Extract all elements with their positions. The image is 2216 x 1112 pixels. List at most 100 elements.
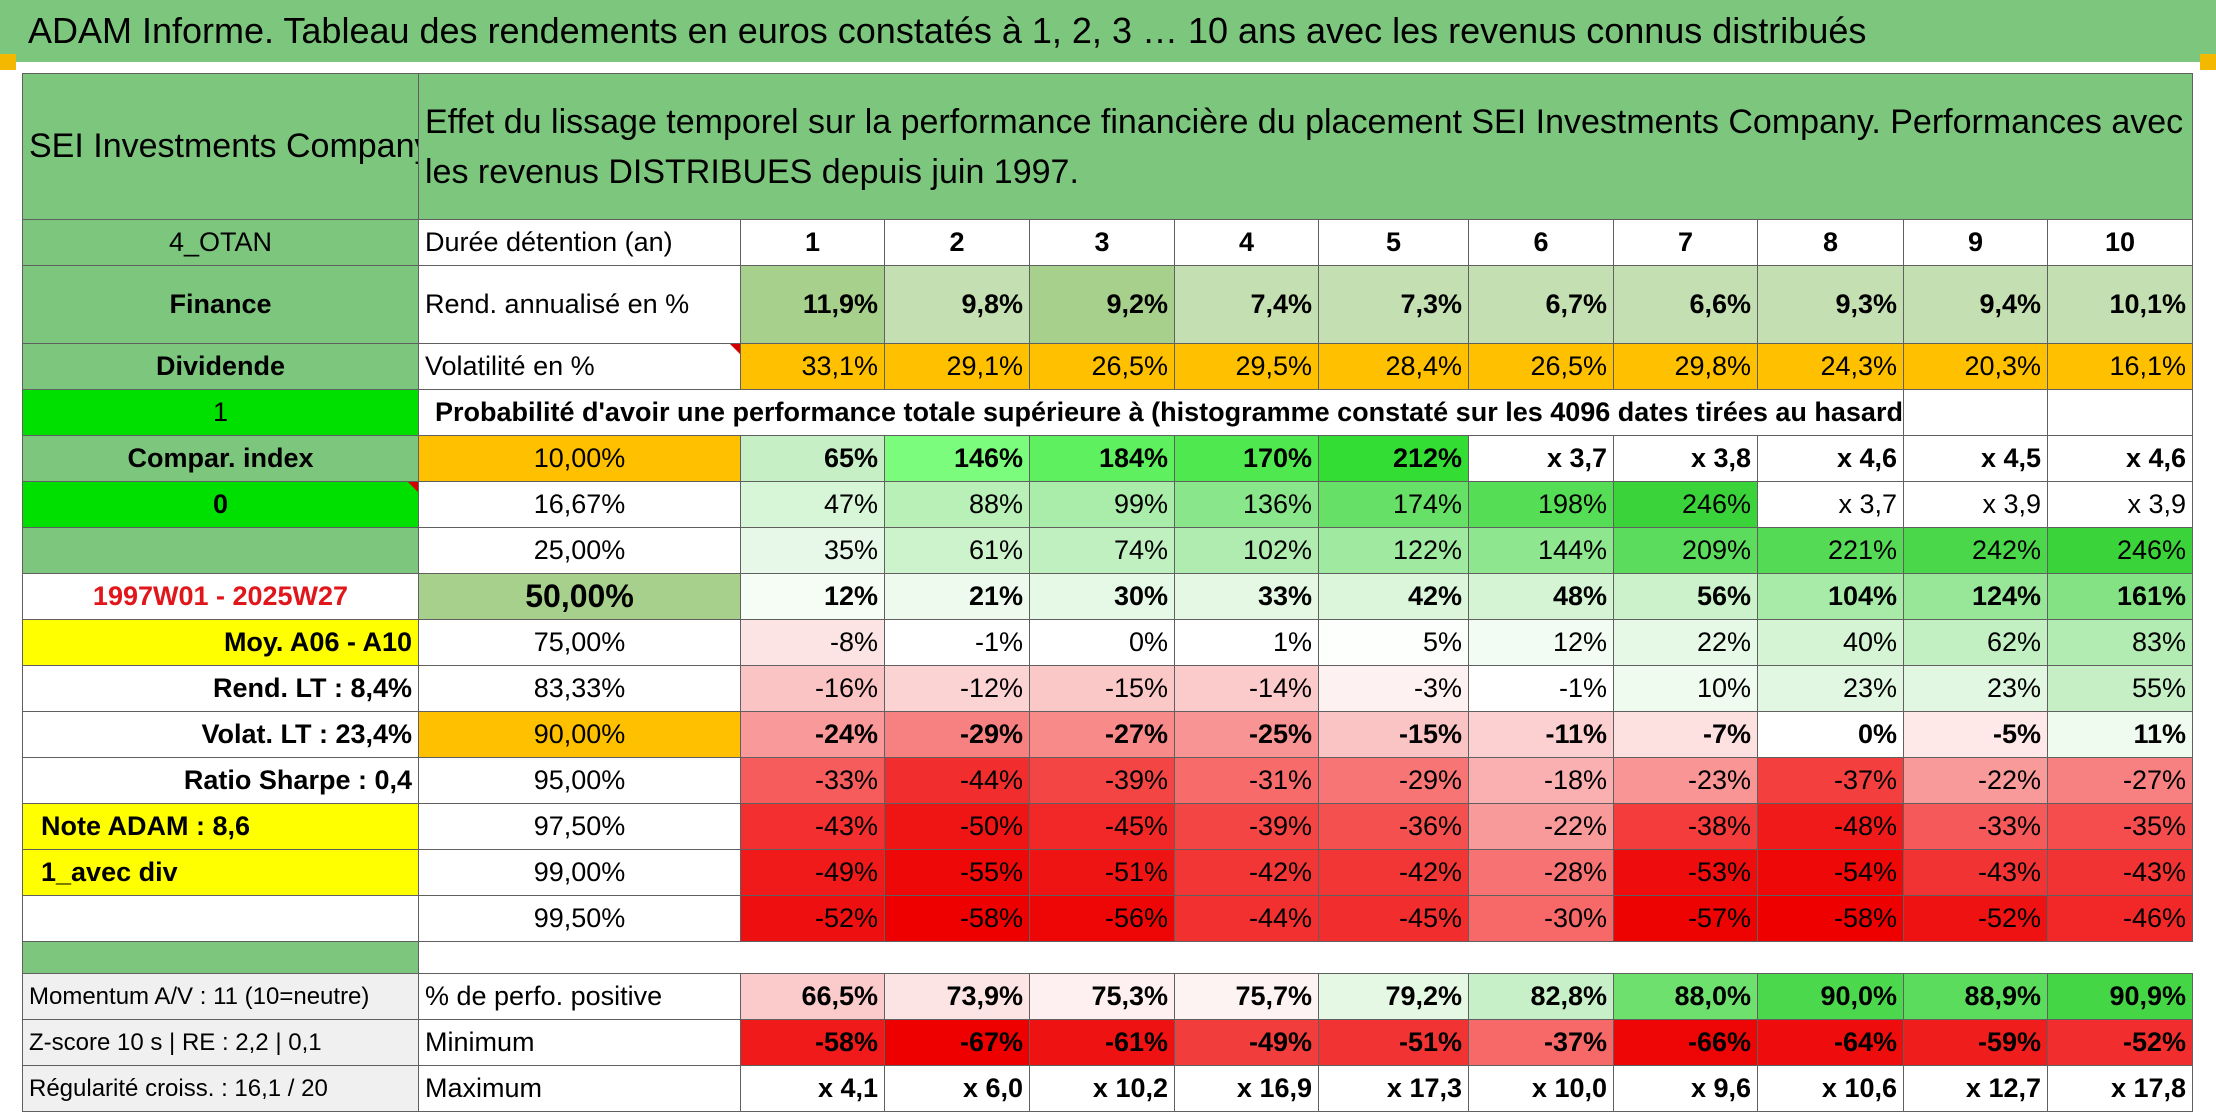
percentile-value-cell: 10% [1613,665,1758,712]
percentile-value: 74% [1113,535,1168,565]
year-label: 9 [1967,227,1984,257]
percentile-value-cell: x 4,5 [1903,435,2048,482]
percentile-value-cell: -7% [1613,711,1758,758]
volat-value: 24,3% [1820,351,1897,381]
sector-cell: Finance [22,265,419,344]
spacer-cell [419,942,2193,974]
percentile-value: 21% [968,581,1023,611]
percentile-value: 136% [1242,489,1312,519]
percentile-value-cell: 12% [1468,619,1614,666]
compar-label: Compar. index [127,443,314,473]
minimum-value: -49% [1248,1027,1312,1057]
year-label: 4 [1238,227,1255,257]
type-cell: Dividende [22,343,419,390]
percentile-label: 90,00% [533,719,626,749]
percentile-value-cell: 47% [740,481,885,528]
rend-lt-label: Rend. LT : 8,4% [212,673,412,703]
percentile-value: 242% [1971,535,2041,565]
percentile-value: -42% [1398,857,1462,887]
volat-cell: 26,5% [1029,343,1175,390]
rend-cell: 7,3% [1318,265,1469,344]
percentile-value-cell: -39% [1029,757,1175,804]
percentile-row: Note ADAM : 8,6 97,50% -43% -50% -45% -39% -36… [22,803,2194,850]
year-header: 7 [1613,219,1758,266]
year-header: 2 [884,219,1030,266]
percentile-value-cell: -27% [1029,711,1175,758]
percentile-value: -24% [814,719,878,749]
percentile-value-cell: 221% [1757,527,1904,574]
note-adam-label: Note ADAM : 8,6 [41,811,251,841]
percentile-label-cell: 95,00% [418,757,741,804]
percentile-value: -58% [1833,903,1897,933]
volat-value: 29,8% [1674,351,1751,381]
percentile-value: 212% [1392,443,1462,473]
percentile-value: 124% [1971,581,2041,611]
percentile-label: 99,00% [533,857,626,887]
percentile-value-cell: x 4,6 [2046,435,2194,482]
percentile-value: 42% [1407,581,1462,611]
percentile-value-cell: 35% [740,527,885,574]
percentile-value: -22% [1543,811,1607,841]
volat-lt-label-cell: Volat. LT : 23,4% [22,711,419,758]
positive-value-cell: 75,3% [1029,973,1175,1020]
period-label-cell: 1997W01 - 2025W27 [22,573,419,620]
percentile-value-cell: -49% [740,849,885,896]
percentile-row: 1997W01 - 2025W27 50,00% 12% 21% 30% 33% 42% 48… [22,573,2194,620]
percentile-value: -35% [2123,811,2187,841]
moy-label: Moy. A06 - A10 [223,627,412,657]
volat-lt-label: Volat. LT : 23,4% [201,719,412,749]
percentile-value-cell: 42% [1318,573,1469,620]
percentile-value: x 4,6 [1836,443,1897,473]
minimum-label: Minimum [425,1027,535,1057]
minimum-value-cell: -58% [740,1019,885,1066]
volat-value: 20,3% [1964,351,2041,381]
percentile-value-cell: 61% [884,527,1030,574]
rend-cell: 9,4% [1903,265,2048,344]
percentile-value: 198% [1537,489,1607,519]
percentile-value-cell: 88% [884,481,1030,528]
percentile-value-cell: -57% [1613,895,1758,942]
percentile-value: x 4,5 [1980,443,2041,473]
percentile-value-cell: -44% [1174,895,1319,942]
percentile-value: -58% [959,903,1023,933]
percentile-value-cell: -5% [1903,711,2048,758]
minimum-value: -61% [1104,1027,1168,1057]
year-label: 3 [1094,227,1110,257]
percentile-value: 184% [1098,443,1168,473]
percentile-value-cell: 30% [1029,573,1175,620]
maximum-value-cell: x 10,0 [1468,1065,1614,1112]
percentile-value-cell: -43% [2046,849,2194,896]
percentile-value-cell: 209% [1613,527,1758,574]
percentile-value-cell: -33% [1903,803,2048,850]
avec-div-label: 1_avec div [41,857,178,887]
positive-row: Momentum A/V : 11 (10=neutre) % de perfo.… [22,973,2194,1020]
positive-value: 75,3% [1091,981,1168,1011]
percentile-value: 161% [2117,581,2187,611]
minimum-value-cell: -37% [1468,1019,1614,1066]
minimum-value-cell: -64% [1757,1019,1904,1066]
percentile-value: 65% [823,443,878,473]
rend-value: 9,2% [1106,289,1168,319]
percentile-value: -44% [959,765,1023,795]
year-header: 1 [740,219,885,266]
moy-label-cell: Moy. A06 - A10 [22,619,419,666]
percentile-value: 33% [1257,581,1312,611]
percentile-value: -33% [814,765,878,795]
maximum-side-label: Régularité croiss. : 16,1 / 20 [29,1074,328,1102]
title-bar: ADAM Informe. Tableau des rendements en … [0,0,2216,62]
empty-cell [2046,389,2194,436]
year-label: 8 [1822,227,1839,257]
flag-0-cell: 0 [22,481,419,528]
percentile-value: -33% [1977,811,2041,841]
rend-cell: 9,3% [1757,265,1904,344]
maximum-label: Maximum [425,1073,543,1103]
percentile-value: -1% [974,627,1023,657]
percentile-value-cell: -42% [1174,849,1319,896]
sharpe-label: Ratio Sharpe : 0,4 [183,765,412,795]
percentile-value-cell: -38% [1613,803,1758,850]
positive-value-cell: 88,9% [1903,973,2048,1020]
percentile-row: Compar. index 10,00% 65% 146% 184% 170% 212% x … [22,435,2194,482]
percentile-value-cell: -37% [1757,757,1904,804]
rend-value: 6,7% [1545,289,1607,319]
percentile-value-cell: x 3,9 [2046,481,2194,528]
